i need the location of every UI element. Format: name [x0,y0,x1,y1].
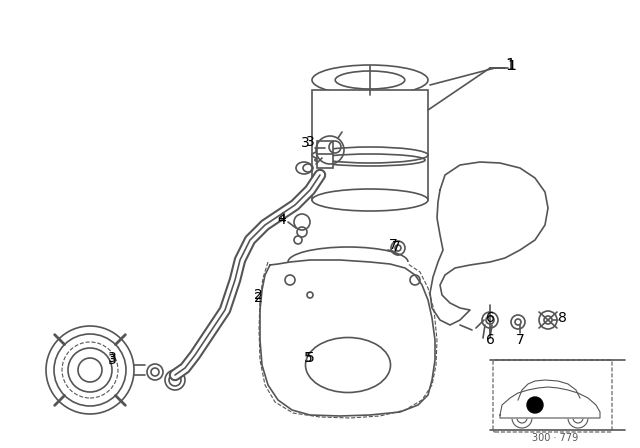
Text: 3: 3 [306,135,314,149]
Text: 3: 3 [301,136,309,150]
Ellipse shape [305,337,390,392]
Text: 3: 3 [108,353,116,367]
Ellipse shape [312,189,428,211]
Bar [317,141,333,155]
Text: 7: 7 [516,333,524,347]
Circle shape [527,397,543,413]
Bar [317,154,333,168]
Polygon shape [260,260,435,416]
Text: 7: 7 [392,240,401,254]
Text: 5: 5 [306,351,314,365]
Text: 1: 1 [505,57,515,73]
Circle shape [482,312,498,328]
Ellipse shape [312,147,428,163]
Text: 300 · 779: 300 · 779 [532,433,578,443]
Text: 7: 7 [388,238,397,252]
Text: 5: 5 [303,351,312,365]
Text: 6: 6 [486,311,495,325]
Bar [312,90,428,200]
Text: 6: 6 [486,333,495,347]
Polygon shape [500,387,600,418]
Text: 4: 4 [278,213,286,227]
Polygon shape [430,162,548,325]
Text: 3: 3 [108,351,116,365]
Text: 8: 8 [557,311,566,325]
Text: 2: 2 [253,291,262,305]
Ellipse shape [296,162,312,174]
Ellipse shape [312,65,428,95]
Text: 4: 4 [278,211,286,225]
Text: 1: 1 [508,59,516,73]
Text: 2: 2 [253,288,262,302]
